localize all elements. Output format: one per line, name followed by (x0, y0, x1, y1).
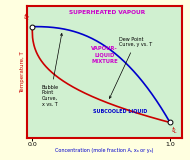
X-axis label: Concentration (mole fraction A, xₐ or yₐ): Concentration (mole fraction A, xₐ or yₐ… (55, 148, 154, 153)
Text: Bubble
Point
Curve,
x vs. T: Bubble Point Curve, x vs. T (42, 33, 63, 107)
Text: SUPERHEATED VAPOUR: SUPERHEATED VAPOUR (70, 10, 146, 15)
Y-axis label: Temperature, T: Temperature, T (20, 51, 25, 93)
Text: $t_E$: $t_E$ (23, 12, 31, 23)
Text: SUBCOOLED LIQUID: SUBCOOLED LIQUID (93, 109, 147, 114)
Text: Dew Point
Curve, y vs. T: Dew Point Curve, y vs. T (109, 37, 152, 98)
Text: VAPOUR-
LIQUID
MIXTURE: VAPOUR- LIQUID MIXTURE (91, 46, 118, 64)
Text: $t_L$: $t_L$ (171, 125, 179, 136)
